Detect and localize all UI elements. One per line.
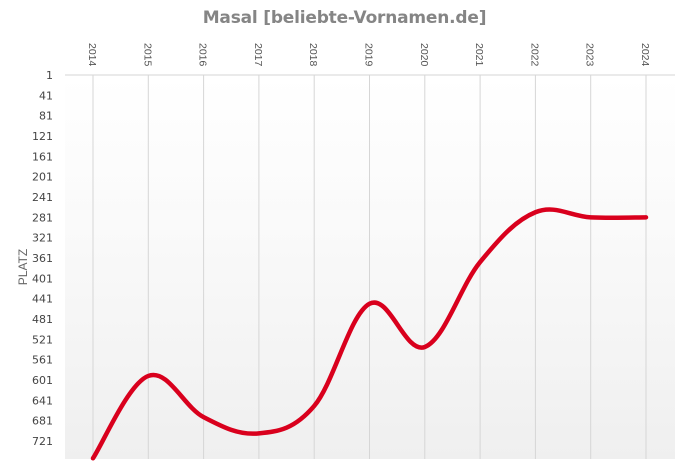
x-tick-label: 2020 xyxy=(418,43,430,67)
y-tick-label: 161 xyxy=(32,150,53,163)
y-tick-label: 561 xyxy=(32,354,53,367)
y-tick-label: 721 xyxy=(32,435,53,448)
y-tick-label: 81 xyxy=(39,110,53,123)
y-tick-label: 201 xyxy=(32,171,53,184)
y-tick-label: 1 xyxy=(46,69,53,82)
y-tick-label: 521 xyxy=(32,333,53,346)
x-tick-label: 2022 xyxy=(528,43,540,67)
x-tick-label: 2019 xyxy=(363,43,375,67)
x-axis-year-labels: 2014 2015 2016 2017 2018 2019 2020 2021 2022 2023… xyxy=(86,43,651,67)
y-tick-label: 241 xyxy=(32,191,53,204)
y-tick-label: 481 xyxy=(32,313,53,326)
y-tick-label: 321 xyxy=(32,232,53,245)
y-tick-label: 681 xyxy=(32,415,53,428)
y-tick-label: 41 xyxy=(39,89,53,102)
x-tick-label: 2018 xyxy=(307,43,319,67)
y-tick-label: 641 xyxy=(32,394,53,407)
y-tick-label: 401 xyxy=(32,272,53,285)
x-tick-label: 2014 xyxy=(86,43,98,67)
chart-title: Masal [beliebte-Vornamen.de] xyxy=(202,8,487,28)
x-tick-label: 2017 xyxy=(252,43,264,67)
y-tick-label: 601 xyxy=(32,374,53,387)
x-tick-label: 2024 xyxy=(639,43,651,67)
y-axis-rank-labels: 1 41 81 121 161 201 241 281 321 361 401 441 481 521 56… xyxy=(32,69,53,448)
x-tick-label: 2015 xyxy=(141,43,153,67)
x-tick-label: 2021 xyxy=(473,43,485,67)
y-tick-label: 281 xyxy=(32,211,53,224)
x-tick-label: 2023 xyxy=(584,43,596,67)
series-line-masal xyxy=(90,207,649,461)
y-tick-label: 441 xyxy=(32,293,53,306)
y-tick-label: 121 xyxy=(32,130,53,143)
y-tick-label: 361 xyxy=(32,252,53,265)
vertical-gridlines xyxy=(92,75,647,459)
x-tick-label: 2016 xyxy=(197,43,209,67)
y-axis-title: PLATZ xyxy=(16,249,30,285)
